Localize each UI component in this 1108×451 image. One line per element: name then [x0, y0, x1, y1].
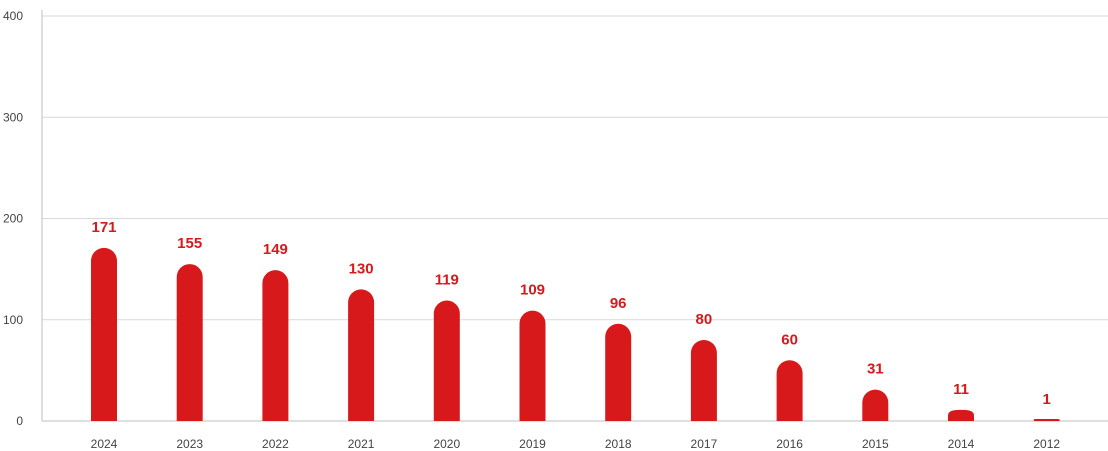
- x-tick-label-2017: 2017: [691, 437, 718, 451]
- data-label-2019: 109: [520, 282, 545, 299]
- x-tick-label-2016: 2016: [776, 437, 803, 451]
- bar-2022: [262, 270, 289, 421]
- data-label-2022: 149: [263, 241, 288, 258]
- x-tick-label-2018: 2018: [605, 437, 632, 451]
- x-tick-label-2012: 2012: [1033, 437, 1060, 451]
- data-label-2020: 119: [435, 272, 459, 289]
- x-tick-label-2020: 2020: [433, 437, 460, 451]
- x-tick-label-2024: 2024: [91, 437, 118, 451]
- bar-2024: [91, 247, 117, 421]
- data-label-2015: 31: [867, 361, 884, 378]
- data-label-2018: 96: [610, 295, 627, 312]
- y-tick-label: 100: [3, 313, 23, 327]
- data-label-2014: 11: [953, 381, 969, 398]
- bar-2015: [862, 389, 889, 421]
- x-tick-label-2023: 2023: [176, 437, 203, 451]
- bar-2019: [519, 310, 546, 421]
- gridlines: [42, 15, 1108, 422]
- data-label-2024: 171: [91, 219, 116, 236]
- bar-2021: [348, 289, 375, 421]
- bar-2020: [433, 300, 460, 421]
- data-label-2017: 80: [696, 311, 713, 328]
- bar-2017: [690, 340, 717, 421]
- bar-2012: [1033, 419, 1060, 421]
- bar-2023: [176, 264, 203, 421]
- data-label-2023: 155: [177, 235, 202, 252]
- data-label-2016: 60: [781, 331, 798, 348]
- x-tick-label-2019: 2019: [519, 437, 546, 451]
- bar-2016: [776, 360, 803, 421]
- y-tick-label: 400: [3, 9, 23, 23]
- x-tick-label-2022: 2022: [262, 437, 289, 451]
- data-label-2012: 1: [1043, 391, 1051, 408]
- y-tick-label: 0: [16, 414, 23, 428]
- x-tick-label-2015: 2015: [862, 437, 889, 451]
- data-label-2021: 130: [349, 260, 374, 277]
- x-axis-tick-labels: 2024 2023 2022 2021 2020 2019 2018 2017 2016 2015…: [91, 437, 1061, 451]
- x-tick-label-2021: 2021: [348, 437, 375, 451]
- y-tick-label: 300: [3, 110, 23, 124]
- y-axis-tick-labels: 0 100 200 300 400: [3, 9, 23, 428]
- bar-2018: [605, 323, 632, 421]
- y-tick-label: 200: [3, 212, 23, 226]
- bars: [91, 247, 1060, 421]
- x-tick-label-2014: 2014: [948, 437, 975, 451]
- bar-2014: [948, 409, 974, 421]
